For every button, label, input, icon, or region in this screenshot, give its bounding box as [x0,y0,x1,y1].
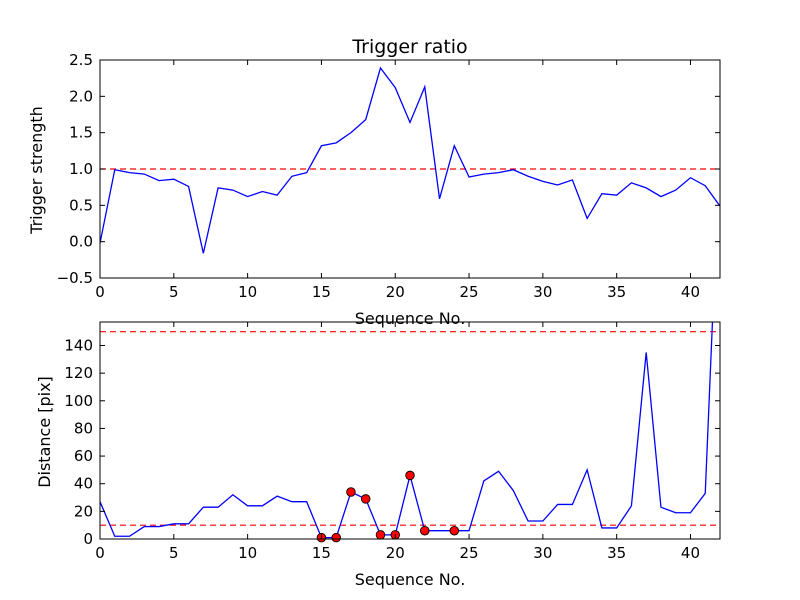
x-tick-label: 0 [95,283,105,301]
data-point-marker [449,525,460,536]
data-point-marker [331,532,341,543]
y-tick-label: 1.0 [69,160,93,178]
x-axis-label: Sequence No. [355,309,466,328]
x-tick-label: 0 [95,544,105,562]
data-point-marker [420,525,430,536]
x-tick-label: 25 [460,544,479,562]
y-tick-label: 20 [74,502,93,520]
x-tick-label: 5 [169,544,179,562]
x-axis-label: Sequence No. [355,570,466,589]
x-tick-label: 40 [681,544,700,562]
distance-chart: 0 5 10 15 20 25 30 35 40 0 20 40 60 80 100 120 140 Seque… [35,321,721,589]
y-tick-label: 40 [74,475,93,493]
trigger-ratio-chart: Trigger ratio 0 5 10 15 20 25 30 35 40 −0.5 0.0 0.5… [27,36,721,328]
x-tick-label: 15 [312,283,331,301]
y-tick-label: 120 [64,364,93,382]
y-tick-label: 140 [64,336,93,354]
data-point-marker [360,494,371,504]
data-point-marker [405,470,415,481]
x-tick-label: 20 [386,283,405,301]
x-tick-label: 25 [460,283,479,301]
bottom-plot-area: 0 5 10 15 20 25 30 35 40 0 20 40 60 80 100 120 140 [64,321,721,562]
x-tick-label: 15 [312,544,331,562]
y-tick-label: 2.0 [69,87,93,105]
x-tick-label: 30 [533,544,552,562]
y-tick-label: 0.5 [69,196,93,214]
y-tick-label: 2.5 [69,51,93,69]
y-tick-label: 100 [64,392,93,410]
y-tick-label: 1.5 [69,124,93,142]
x-tick-label: 35 [607,544,626,562]
y-tick-label: −0.5 [57,269,93,287]
series-line [100,66,720,254]
top-plot-area: 0 5 10 15 20 25 30 35 40 −0.5 0.0 0.5 1.0 1.5 2.0 2.5 [57,51,721,301]
x-tick-label: 10 [238,544,257,562]
data-point-marker [375,530,386,540]
data-layer [100,66,720,254]
x-tick-label: 30 [533,283,552,301]
y-tick-label: 0 [83,530,93,548]
x-tick-label: 5 [169,283,179,301]
x-tick-label: 35 [607,283,626,301]
x-tick-label: 40 [681,283,700,301]
y-tick-label: 60 [74,447,93,465]
data-point-marker [346,487,356,497]
y-axis-label: Trigger strength [27,106,46,235]
x-tick-label: 10 [238,283,257,301]
y-tick-label: 0.0 [69,233,93,251]
plot-frame [99,321,721,540]
chart-title: Trigger ratio [351,36,467,58]
y-axis-label: Distance [pix] [35,376,54,488]
x-tick-label: 20 [386,544,405,562]
y-tick-label: 80 [74,419,93,437]
